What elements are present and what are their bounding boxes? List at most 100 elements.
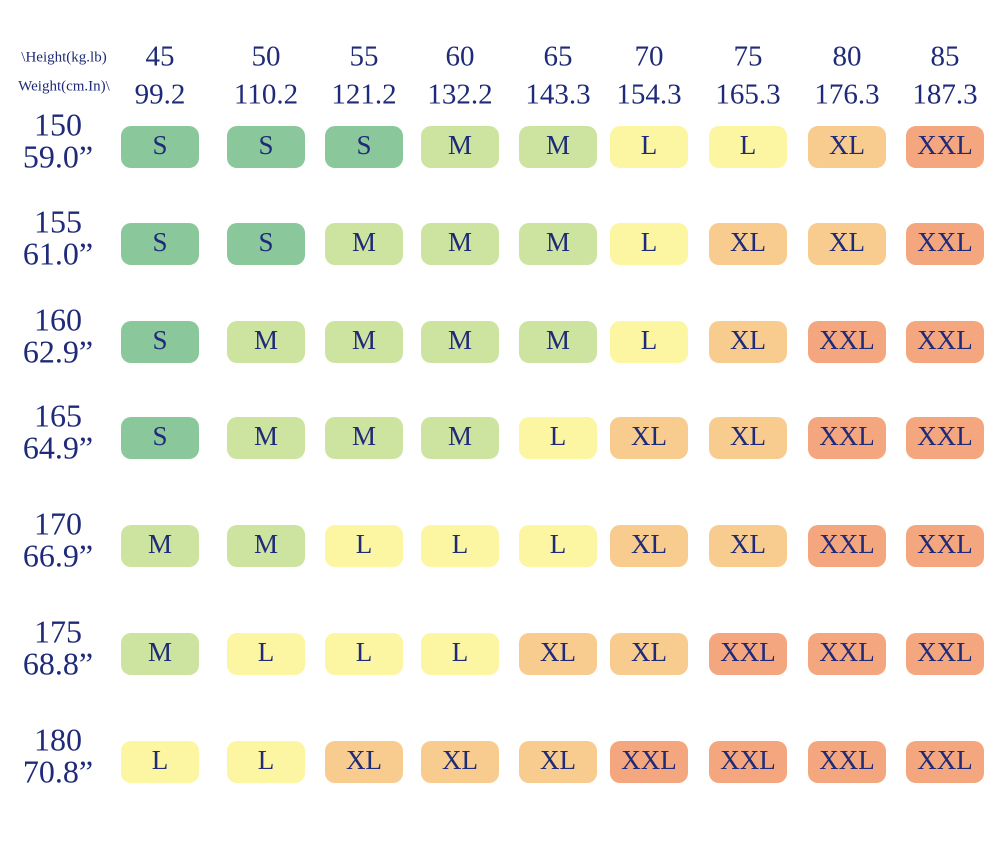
size-label: L — [550, 529, 567, 559]
size-label: M — [546, 325, 570, 355]
size-label: M — [546, 227, 570, 257]
size-label: XL — [631, 421, 667, 451]
size-cell — [121, 633, 199, 675]
size-label: XL — [730, 227, 766, 257]
size-label: S — [258, 130, 273, 160]
weight-kg: 60 — [446, 41, 475, 73]
size-label: XXL — [917, 325, 973, 355]
size-cell — [906, 633, 984, 675]
size-cell — [325, 633, 403, 675]
size-label: M — [448, 421, 472, 451]
size-label: XXL — [917, 529, 973, 559]
size-cell — [421, 525, 499, 567]
size-cell — [709, 126, 787, 168]
size-label: M — [352, 325, 376, 355]
size-cell — [519, 525, 597, 567]
height-in: 64.9” — [23, 429, 93, 465]
size-cell — [421, 417, 499, 459]
size-label: XL — [631, 637, 667, 667]
size-label: XL — [631, 529, 667, 559]
size-cell — [325, 525, 403, 567]
size-label: XXL — [720, 745, 776, 775]
size-cell — [227, 321, 305, 363]
size-label: M — [148, 529, 172, 559]
weight-kg: 80 — [833, 41, 862, 73]
size-label: M — [254, 421, 278, 451]
size-label: M — [352, 421, 376, 451]
corner-top-label: \Height(kg.lb) — [21, 49, 106, 65]
size-cell — [709, 223, 787, 265]
size-label: XXL — [917, 745, 973, 775]
size-cell — [325, 126, 403, 168]
height-cm: 150 — [34, 106, 82, 142]
size-label: XXL — [621, 745, 677, 775]
weight-lb: 110.2 — [234, 79, 298, 111]
height-cm: 170 — [34, 505, 82, 541]
size-label: L — [152, 745, 169, 775]
size-cell — [709, 321, 787, 363]
size-cell — [610, 633, 688, 675]
height-cm: 165 — [34, 397, 82, 433]
size-label: XL — [346, 745, 382, 775]
size-cell — [709, 525, 787, 567]
size-cell — [808, 633, 886, 675]
weight-lb: 132.2 — [427, 79, 492, 111]
size-cell — [906, 126, 984, 168]
size-cell — [421, 223, 499, 265]
size-label: XXL — [819, 529, 875, 559]
size-cell — [808, 126, 886, 168]
size-label: L — [641, 325, 658, 355]
size-label: XXL — [819, 421, 875, 451]
size-cell — [121, 417, 199, 459]
weight-lb: 176.3 — [814, 79, 879, 111]
size-label: XL — [730, 421, 766, 451]
size-cell — [906, 321, 984, 363]
size-cell — [610, 321, 688, 363]
size-cell — [906, 223, 984, 265]
height-in: 62.9” — [23, 333, 93, 369]
size-cell — [906, 525, 984, 567]
size-cell — [227, 223, 305, 265]
size-label: M — [254, 325, 278, 355]
size-cell — [519, 417, 597, 459]
size-cell — [421, 741, 499, 783]
corner-bottom-label: Weight(cm.In)\ — [18, 78, 111, 94]
size-cell — [227, 417, 305, 459]
size-label: XL — [730, 529, 766, 559]
size-label: M — [148, 637, 172, 667]
weight-kg: 55 — [350, 41, 379, 73]
size-cell — [519, 126, 597, 168]
weight-lb: 154.3 — [616, 79, 681, 111]
size-label: L — [452, 637, 469, 667]
size-cell — [227, 525, 305, 567]
size-cell — [808, 525, 886, 567]
size-cell — [610, 223, 688, 265]
size-label: S — [152, 325, 167, 355]
weight-kg: 75 — [734, 41, 763, 73]
size-label: XXL — [819, 637, 875, 667]
size-cell — [808, 741, 886, 783]
weight-kg: 45 — [146, 41, 175, 73]
size-label: S — [258, 227, 273, 257]
size-label: M — [448, 130, 472, 160]
size-cell — [121, 126, 199, 168]
size-label: M — [546, 130, 570, 160]
height-in: 61.0” — [23, 235, 93, 271]
size-label: XL — [540, 637, 576, 667]
size-cell — [325, 223, 403, 265]
weight-lb: 165.3 — [715, 79, 780, 111]
size-cell — [325, 741, 403, 783]
size-cell — [121, 223, 199, 265]
height-in: 59.0” — [23, 138, 93, 174]
size-label: S — [152, 421, 167, 451]
size-label: XL — [442, 745, 478, 775]
size-cell — [808, 417, 886, 459]
weight-lb: 121.2 — [331, 79, 396, 111]
weight-kg: 85 — [931, 41, 960, 73]
size-label: L — [452, 529, 469, 559]
size-label: M — [352, 227, 376, 257]
size-label: XXL — [917, 421, 973, 451]
size-cell — [421, 633, 499, 675]
